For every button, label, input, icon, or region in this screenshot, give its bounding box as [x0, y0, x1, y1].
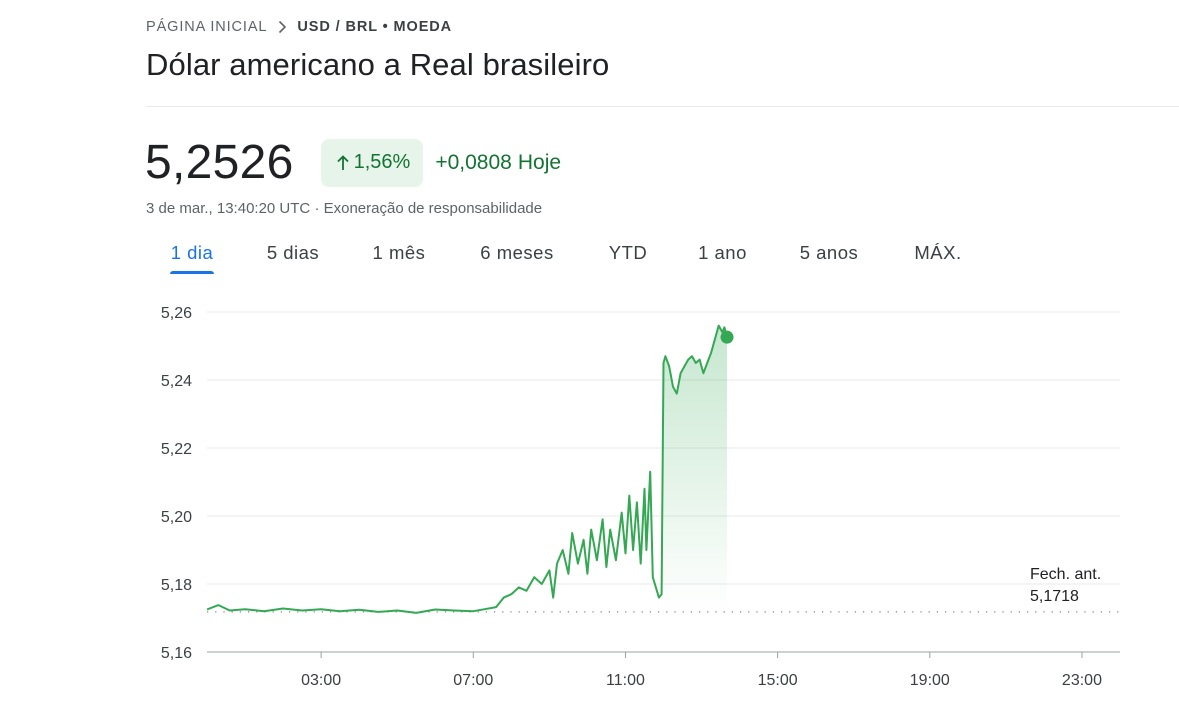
previous-close-value: 5,1718 — [1030, 588, 1079, 605]
x-tick-label: 11:00 — [606, 672, 645, 689]
price-area-fill — [663, 325, 727, 612]
y-tick-label: 5,20 — [161, 509, 192, 526]
title-divider — [146, 106, 1179, 107]
breadcrumb: PÁGINA INICIAL USD / BRL • MOEDA — [146, 17, 452, 37]
y-tick-label: 5,24 — [161, 373, 192, 390]
x-tick-label: 03:00 — [301, 672, 341, 689]
y-tick-label: 5,18 — [161, 577, 192, 594]
tab-5-dias[interactable]: 5 dias — [266, 242, 320, 263]
range-tabs: 1 dia 5 dias 1 mês 6 meses YTD 1 ano 5 a… — [146, 240, 1046, 276]
tab-5-anos[interactable]: 5 anos — [799, 242, 859, 263]
change-abs-value: +0,0808 — [435, 150, 512, 174]
price-line — [206, 324, 728, 614]
change-absolute: +0,0808 Hoje — [435, 151, 561, 175]
previous-close-label: Fech. ant. — [1030, 566, 1101, 583]
page-title: Dólar americano a Real brasileiro — [146, 47, 610, 82]
tab-ytd[interactable]: YTD — [608, 242, 648, 263]
breadcrumb-home-link[interactable]: PÁGINA INICIAL — [146, 19, 268, 35]
y-tick-label: 5,16 — [161, 645, 192, 662]
tab-1-dia[interactable]: 1 dia — [170, 240, 214, 274]
arrow-up-icon — [335, 154, 351, 172]
current-price: 5,2526 — [145, 136, 294, 189]
y-tick-label: 5,26 — [161, 305, 192, 322]
x-tick-label: 15:00 — [758, 672, 798, 689]
change-percent: 1,56% — [353, 151, 411, 173]
tab-1-ano[interactable]: 1 ano — [698, 242, 747, 263]
x-tick-label: 07:00 — [453, 672, 493, 689]
chevron-right-icon — [278, 20, 287, 34]
price-row: 5,2526 1,56% +0,0808 Hoje — [145, 135, 561, 190]
breadcrumb-current: USD / BRL • MOEDA — [297, 19, 453, 35]
quote-timestamp: 3 de mar., 13:40:20 UTC — [146, 200, 311, 217]
tab-max[interactable]: MÁX. — [914, 242, 962, 263]
x-tick-label: 23:00 — [1062, 672, 1102, 689]
x-tick-label: 19:00 — [910, 672, 950, 689]
tab-1-mes[interactable]: 1 mês — [372, 242, 426, 263]
y-tick-label: 5,22 — [161, 441, 192, 458]
tab-6-meses[interactable]: 6 meses — [480, 242, 554, 263]
change-percent-badge: 1,56% — [320, 138, 424, 187]
current-price-dot — [720, 330, 734, 344]
separator-dot: · — [314, 200, 320, 217]
quote-subline: 3 de mar., 13:40:20 UTC · Exoneração de … — [146, 200, 542, 217]
disclaimer-link[interactable]: Exoneração de responsabilidade — [323, 200, 543, 217]
change-period: Hoje — [517, 150, 562, 174]
